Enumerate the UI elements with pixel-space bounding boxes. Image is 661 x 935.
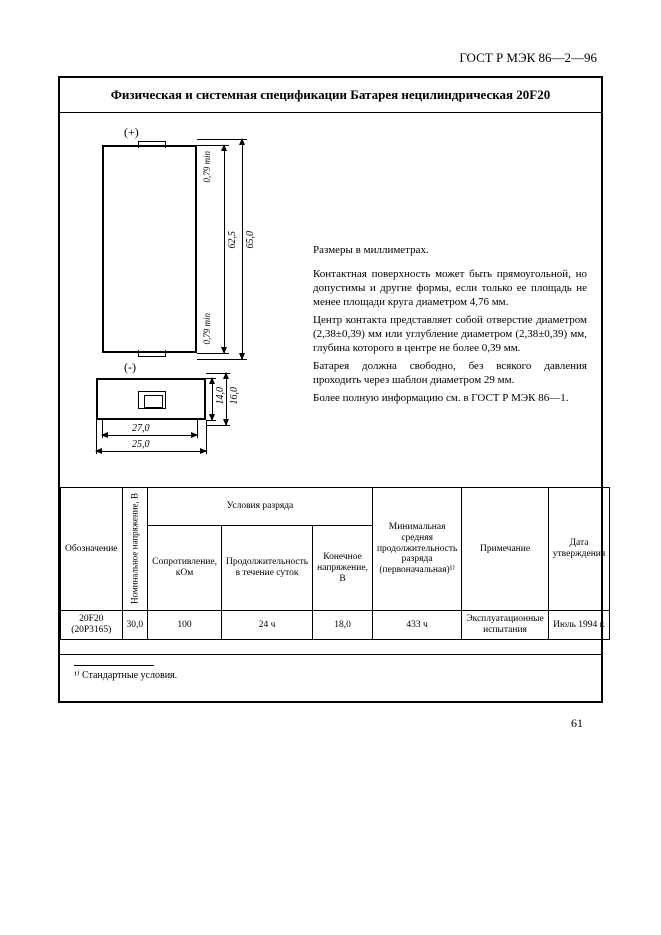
dim-width-outer (96, 451, 206, 452)
spec-table: Обозначение Номинальное напряжение, В Ус… (60, 487, 610, 641)
ext-v (206, 420, 207, 454)
dim-depth-inner-label: 14,0 (215, 387, 226, 405)
td-note: Эксплуатационные испытания (462, 611, 548, 640)
table-row: 20F20 (20P3165) 30,0 100 24 ч 18,0 433 ч… (61, 611, 610, 640)
footnote-area: ¹⁾ Стандартные условия. (60, 654, 601, 701)
ext-line (206, 420, 216, 421)
technical-diagram: (+) (-) 65,0 62,5 0,79 min 0,79 min (74, 123, 299, 473)
units-note: Размеры в миллиметрах. (313, 243, 587, 257)
para-2: Центр контакта представляет собой отверс… (313, 313, 587, 355)
td-designation-a: 20F20 (79, 614, 103, 624)
para-3: Батарея должна свободно, без всякого дав… (313, 359, 587, 387)
ext-line (206, 373, 230, 374)
dim-h-inner-label: 62,5 (227, 231, 238, 249)
document-header: ГОСТ Р МЭК 86—2—96 (58, 50, 603, 66)
outer-frame: Физическая и системная спецификации Бата… (58, 76, 603, 703)
th-resistance: Сопротивление, кОм (148, 526, 222, 611)
ext-v (197, 420, 198, 438)
plus-label: (+) (124, 125, 139, 140)
page-container: ГОСТ Р МЭК 86—2—96 Физическая и системна… (58, 50, 603, 703)
spec-title: Физическая и системная спецификации Бата… (60, 78, 601, 113)
td-min-duration: 433 ч (372, 611, 461, 640)
description-text: Размеры в миллиметрах. Контактная поверх… (313, 123, 587, 473)
dim-depth-inner (212, 378, 213, 420)
dim-top-gap: 0,79 min (202, 151, 212, 183)
dim-height-inner (224, 145, 225, 353)
th-note: Примечание (462, 487, 548, 611)
ext-v (102, 420, 103, 438)
minus-label: (-) (124, 360, 136, 375)
battery-bottom-view (96, 378, 206, 420)
td-resistance: 100 (148, 611, 222, 640)
dim-w-inner-label: 27,0 (132, 423, 150, 434)
th-end-voltage: Конечное напряжение, В (313, 526, 373, 611)
dim-depth-outer (226, 373, 227, 425)
footnote-text: ¹⁾ Стандартные условия. (74, 670, 587, 681)
td-duration: 24 ч (221, 611, 312, 640)
dim-depth-outer-label: 16,0 (229, 387, 240, 405)
footnote-rule (74, 665, 154, 666)
th-min-duration-b: (первоначальная)¹⁾ (379, 565, 454, 575)
td-voltage: 30,0 (122, 611, 148, 640)
page-number: 61 (571, 716, 583, 731)
dim-h-outer-label: 65,0 (245, 231, 256, 249)
dim-bottom-gap: 0,79 min (202, 313, 212, 345)
para-1: Контактная поверхность может быть прямоу… (313, 267, 587, 309)
dim-width-inner (102, 435, 197, 436)
th-conditions-group: Условия разряда (148, 487, 373, 525)
td-end-voltage: 18,0 (313, 611, 373, 640)
td-date: Июль 1994 г. (548, 611, 609, 640)
battery-side-view (102, 145, 197, 353)
ext-v (96, 420, 97, 454)
th-duration: Продолжительность в течение суток (221, 526, 312, 611)
th-voltage: Номинальное напряжение, В (122, 487, 148, 611)
content-row: (+) (-) 65,0 62,5 0,79 min 0,79 min (60, 113, 601, 487)
dim-w-outer-label: 25,0 (132, 439, 150, 450)
th-date: Дата утверждения (548, 487, 609, 611)
para-4: Более полную информацию см. в ГОСТ Р МЭК… (313, 391, 587, 405)
table-header-row: Обозначение Номинальное напряжение, В Ус… (61, 487, 610, 525)
ext-line (206, 425, 230, 426)
ext-line (206, 378, 216, 379)
dim-height-outer (242, 139, 243, 359)
td-designation-b: (20P3165) (71, 625, 111, 635)
contact-recess (138, 391, 166, 409)
th-min-duration-a: Минимальная средняя продолжительность ра… (377, 522, 457, 565)
th-designation: Обозначение (61, 487, 123, 611)
th-min-duration: Минимальная средняя продолжительность ра… (372, 487, 461, 611)
td-designation: 20F20 (20P3165) (61, 611, 123, 640)
